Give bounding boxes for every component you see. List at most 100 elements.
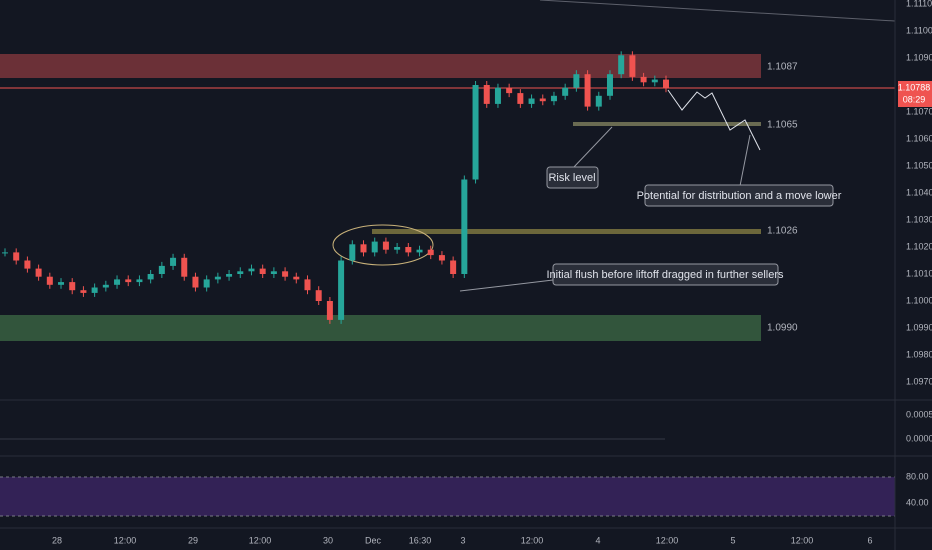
candle — [203, 279, 210, 288]
candle — [584, 74, 591, 107]
candle — [606, 74, 613, 96]
level-label: 1.1087 — [767, 62, 798, 73]
candle — [618, 55, 625, 75]
candle — [158, 265, 165, 274]
stoch-tick: 80.00 — [906, 471, 929, 481]
candle — [506, 87, 513, 94]
macd-tick: 0.00000 — [906, 433, 932, 443]
price-tick: 1.10900 — [906, 52, 932, 62]
consolidation-ellipse — [332, 224, 434, 266]
candle — [550, 95, 557, 102]
candle — [147, 274, 154, 280]
candle — [517, 93, 524, 104]
price-tick: 1.10500 — [906, 160, 932, 170]
callout-text: Initial flush before liftoff dragged in … — [546, 269, 784, 281]
candle — [405, 247, 412, 253]
candle — [461, 179, 468, 274]
candle — [181, 257, 188, 277]
price-tick: 1.10100 — [906, 268, 932, 278]
price-tick: 1.11000 — [906, 25, 932, 35]
price-tick: 1.09700 — [906, 376, 932, 386]
candle — [416, 249, 423, 253]
price-badge — [898, 81, 932, 107]
candle — [651, 79, 658, 83]
callout-box — [546, 166, 599, 189]
time-tick: 12:00 — [249, 535, 272, 545]
candle — [293, 276, 300, 280]
callout-box — [644, 184, 834, 207]
price-tick: 1.10000 — [906, 295, 932, 305]
candle — [270, 271, 277, 274]
time-tick: 30 — [323, 535, 333, 545]
time-tick: 16:30 — [409, 535, 432, 545]
pointer — [572, 126, 613, 169]
candle — [528, 98, 535, 104]
level-label: 1.1065 — [767, 120, 798, 131]
projection-path — [667, 89, 761, 151]
candle — [13, 252, 20, 261]
candle — [438, 255, 445, 261]
candle — [170, 257, 177, 266]
time-tick: Dec — [365, 535, 382, 545]
candle — [226, 274, 233, 277]
candle — [35, 268, 42, 277]
candle — [640, 76, 647, 83]
callout-box — [552, 263, 779, 286]
candle — [24, 260, 31, 269]
candle — [192, 276, 199, 288]
candle — [595, 95, 602, 107]
candle — [58, 282, 65, 285]
price-tick: 1.10700 — [906, 106, 932, 116]
candle — [91, 287, 98, 293]
candle — [326, 301, 333, 320]
candle — [136, 279, 143, 283]
candle — [69, 282, 76, 291]
candles — [2, 51, 669, 324]
price-tick: 1.09800 — [906, 349, 932, 359]
candle — [248, 268, 255, 272]
candle — [394, 247, 401, 250]
candle — [304, 279, 311, 291]
candle — [338, 260, 345, 320]
level-label: 1.0990 — [767, 323, 798, 334]
time-tick: 12:00 — [656, 535, 679, 545]
time-tick: 12:00 — [114, 535, 137, 545]
candle — [214, 276, 221, 280]
pointer — [459, 279, 554, 292]
candle — [483, 85, 490, 104]
candle — [2, 252, 8, 254]
candle — [427, 249, 434, 256]
stoch-band — [0, 477, 895, 516]
time-tick: 6 — [867, 535, 872, 545]
callout-text: Potential for distribution and a move lo… — [637, 190, 842, 202]
level-line-1026 — [372, 229, 761, 234]
candle — [237, 271, 244, 274]
time-tick: 12:00 — [791, 535, 814, 545]
candle — [46, 276, 53, 285]
level-label: 1.1026 — [767, 226, 798, 237]
price-tick: 1.10600 — [906, 133, 932, 143]
candle — [663, 79, 669, 89]
candle — [282, 271, 289, 277]
candle — [472, 85, 479, 180]
candle — [539, 98, 546, 102]
price-tick: 1.11100 — [906, 0, 932, 8]
candle — [382, 241, 389, 250]
pointer — [739, 134, 751, 187]
candle — [259, 268, 266, 274]
price-tick: 1.10200 — [906, 241, 932, 251]
candle — [360, 244, 367, 253]
candle — [349, 244, 356, 261]
candle — [125, 279, 132, 283]
price-tick: 1.09900 — [906, 322, 932, 332]
resistance-zone — [0, 54, 761, 78]
candle — [371, 241, 378, 253]
candle — [114, 279, 121, 285]
candle — [315, 290, 322, 301]
time-tick: 3 — [460, 535, 465, 545]
time-tick: 5 — [730, 535, 735, 545]
candle — [562, 87, 569, 96]
